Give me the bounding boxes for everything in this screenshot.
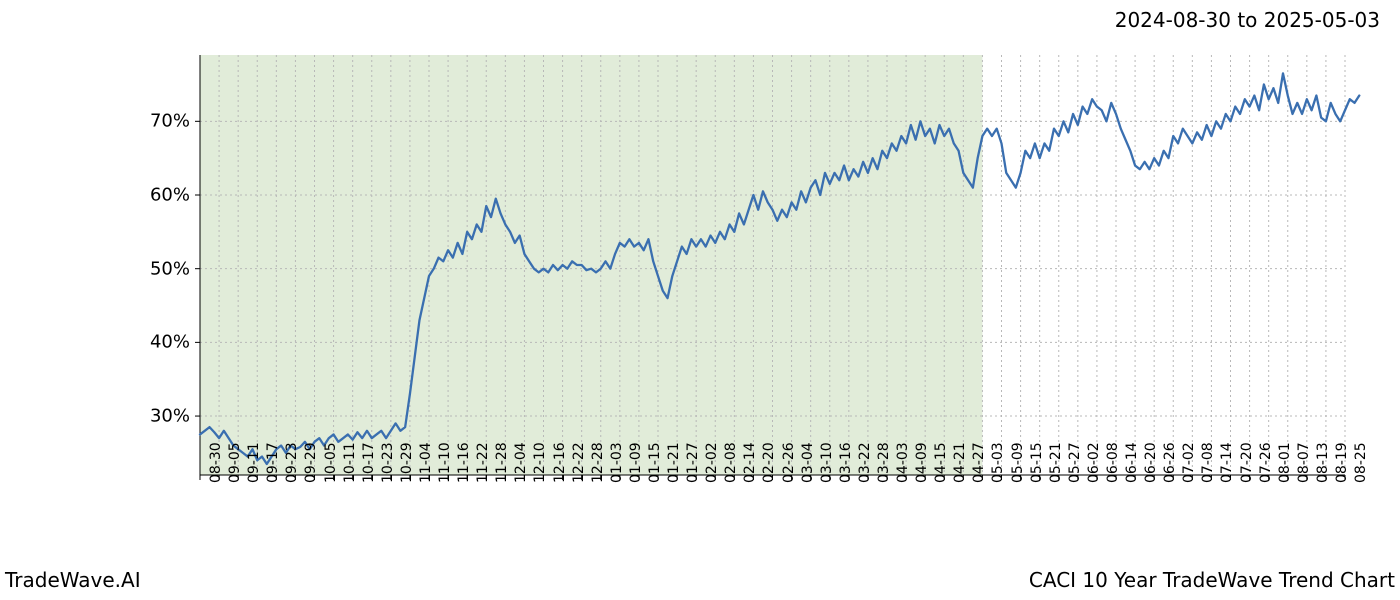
x-tick-label: 02-02	[704, 442, 720, 483]
y-tick-label: 60%	[130, 185, 190, 206]
x-tick-label: 07-26	[1258, 442, 1274, 483]
x-tick-label: 03-10	[819, 442, 835, 483]
x-tick-label: 07-20	[1239, 442, 1255, 483]
x-tick-label: 10-05	[323, 442, 339, 483]
x-tick-label: 11-22	[475, 442, 491, 483]
x-tick-label: 08-07	[1296, 442, 1312, 483]
x-tick-label: 03-22	[857, 442, 873, 483]
x-tick-label: 06-14	[1124, 442, 1140, 483]
x-tick-label: 12-10	[532, 442, 548, 483]
x-tick-label: 08-13	[1315, 442, 1331, 483]
footer-title: CACI 10 Year TradeWave Trend Chart	[1029, 568, 1395, 592]
footer-brand: TradeWave.AI	[5, 568, 141, 592]
x-tick-label: 08-25	[1353, 442, 1369, 483]
x-tick-label: 11-28	[494, 442, 510, 483]
x-tick-label: 08-30	[208, 442, 224, 483]
y-tick-label: 30%	[130, 406, 190, 427]
x-tick-label: 02-14	[742, 442, 758, 483]
chart-svg	[200, 55, 1345, 475]
x-tick-label: 12-16	[552, 442, 568, 483]
plot-area	[200, 55, 1345, 475]
x-tick-label: 04-09	[914, 442, 930, 483]
x-tick-label: 09-11	[246, 442, 262, 483]
x-tick-label: 08-19	[1334, 442, 1350, 483]
x-tick-label: 04-15	[933, 442, 949, 483]
x-tick-label: 01-15	[647, 442, 663, 483]
x-tick-label: 02-20	[761, 442, 777, 483]
x-tick-label: 05-09	[1010, 442, 1026, 483]
x-tick-label: 10-11	[342, 442, 358, 483]
x-tick-label: 07-02	[1181, 442, 1197, 483]
x-tick-label: 12-04	[513, 442, 529, 483]
y-tick-label: 70%	[130, 111, 190, 132]
x-tick-label: 09-29	[303, 442, 319, 483]
chart-container: 2024-08-30 to 2025-05-03 30% 40% 50% 60% 70%…	[0, 0, 1400, 600]
x-tick-label: 01-03	[609, 442, 625, 483]
x-tick-label: 05-15	[1029, 442, 1045, 483]
x-tick-label: 10-23	[380, 442, 396, 483]
x-tick-label: 04-03	[895, 442, 911, 483]
x-tick-label: 01-21	[666, 442, 682, 483]
x-tick-label: 07-14	[1219, 442, 1235, 483]
x-tick-label: 05-03	[990, 442, 1006, 483]
x-tick-label: 06-26	[1162, 442, 1178, 483]
x-tick-label: 10-29	[399, 442, 415, 483]
x-tick-label: 01-09	[628, 442, 644, 483]
x-tick-label: 09-23	[284, 442, 300, 483]
x-tick-label: 12-22	[571, 442, 587, 483]
x-tick-label: 06-20	[1143, 442, 1159, 483]
y-tick-label: 40%	[130, 332, 190, 353]
x-tick-label: 11-16	[456, 442, 472, 483]
x-tick-label: 01-27	[685, 442, 701, 483]
x-tick-label: 09-17	[265, 442, 281, 483]
date-range-label: 2024-08-30 to 2025-05-03	[1115, 8, 1380, 32]
x-tick-label: 11-04	[418, 442, 434, 483]
x-tick-label: 04-27	[971, 442, 987, 483]
x-tick-label: 09-05	[227, 442, 243, 483]
x-tick-label: 02-08	[723, 442, 739, 483]
x-tick-label: 03-04	[800, 442, 816, 483]
x-tick-label: 05-21	[1048, 442, 1064, 483]
x-tick-label: 06-08	[1105, 442, 1121, 483]
x-tick-label: 03-16	[838, 442, 854, 483]
x-tick-label: 06-02	[1086, 442, 1102, 483]
x-tick-label: 04-21	[952, 442, 968, 483]
x-tick-label: 10-17	[361, 442, 377, 483]
x-tick-label: 07-08	[1200, 442, 1216, 483]
x-tick-label: 03-28	[876, 442, 892, 483]
y-tick-label: 50%	[130, 258, 190, 279]
x-tick-label: 02-26	[781, 442, 797, 483]
x-tick-label: 12-28	[590, 442, 606, 483]
x-tick-label: 11-10	[437, 442, 453, 483]
x-tick-label: 08-01	[1277, 442, 1293, 483]
x-tick-label: 05-27	[1067, 442, 1083, 483]
